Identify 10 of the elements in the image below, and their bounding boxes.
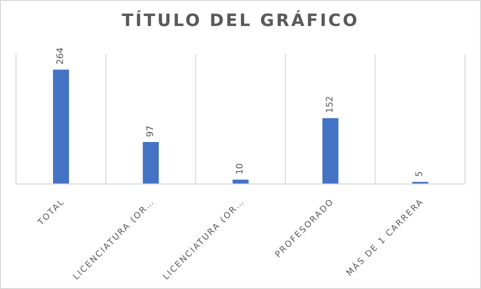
- chart-title: TÍTULO DEL GRÁFICO: [120, 11, 360, 31]
- data-label: 97: [146, 126, 156, 137]
- data-label: 264: [56, 47, 66, 65]
- bar: [232, 180, 249, 184]
- bar: [322, 118, 338, 184]
- data-label: 10: [236, 162, 246, 175]
- data-label: 5: [415, 171, 426, 177]
- data-label: 152: [325, 96, 336, 114]
- bar: [53, 70, 69, 184]
- bar: [142, 142, 159, 184]
